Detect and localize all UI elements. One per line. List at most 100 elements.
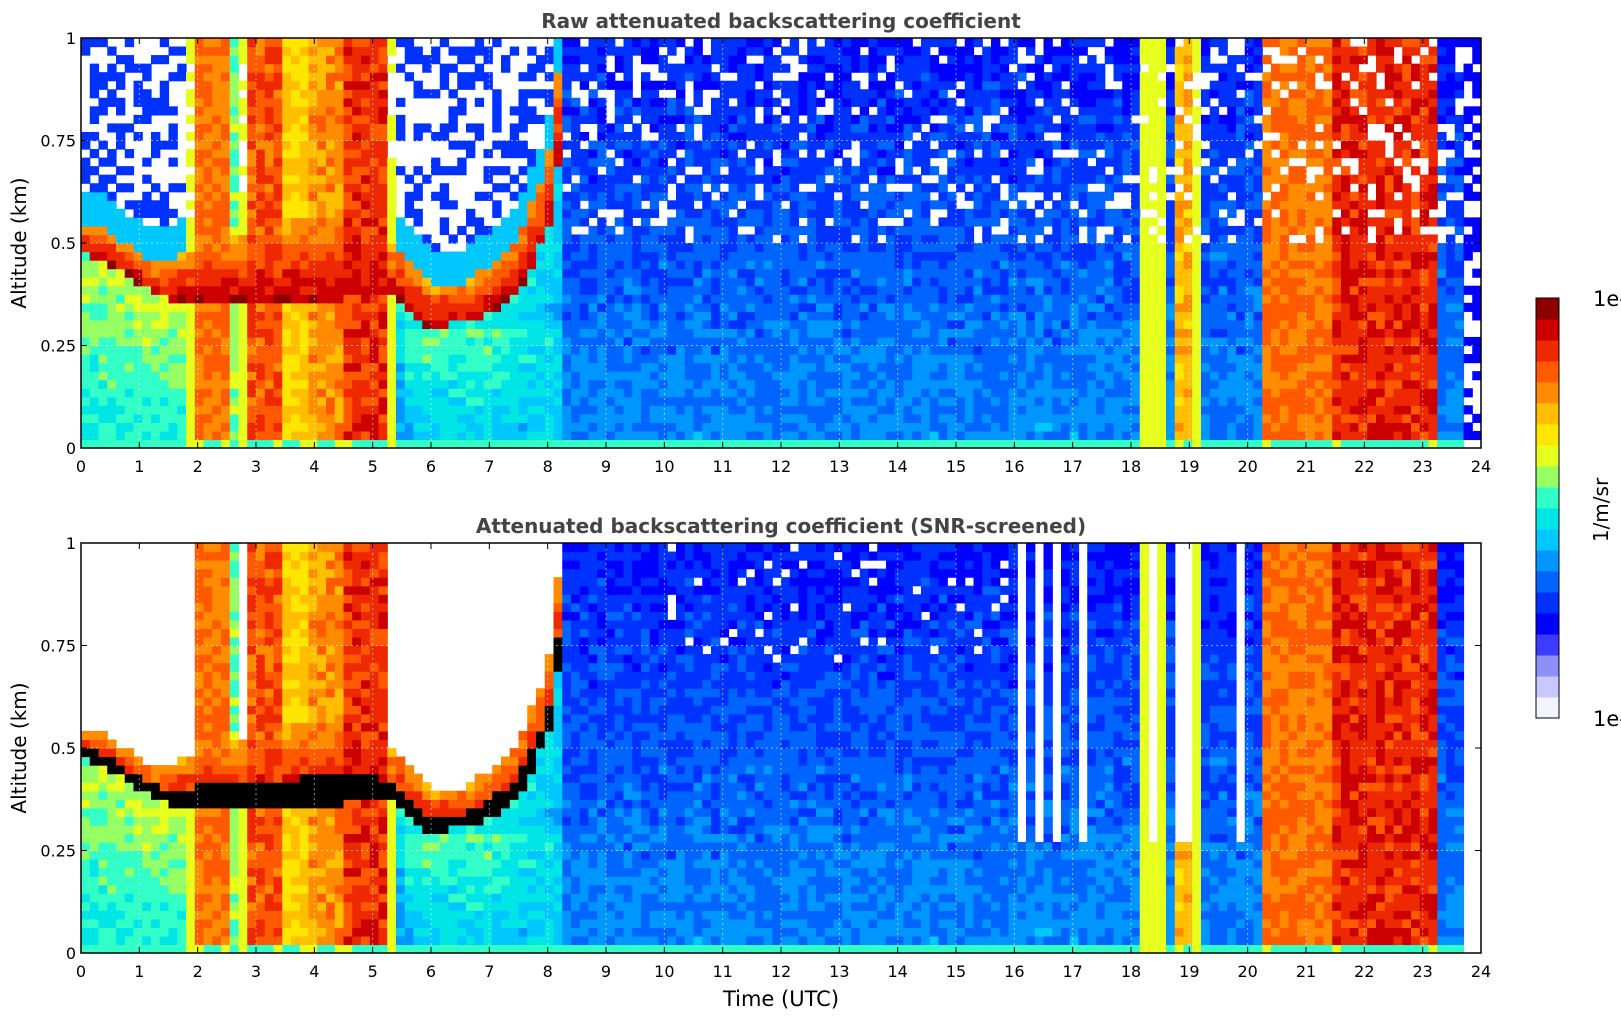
heat-cell [518,345,528,355]
heat-cell [133,371,143,381]
heat-cell [431,55,441,65]
heat-cell [553,311,563,321]
heat-cell [842,46,852,56]
heat-cell [422,294,432,304]
heat-cell [606,328,616,338]
heat-cell [238,430,248,441]
heat-cell [632,149,642,159]
heat-cell [614,166,625,176]
heat-cell [352,80,362,90]
heat-cell [168,140,178,150]
heat-cell [256,106,266,116]
heat-cell [728,311,738,321]
heat-cell [824,63,835,73]
heat-cell [317,157,327,167]
heat-cell [334,97,345,107]
heat-cell [352,63,362,73]
heat-cell [518,413,528,423]
heat-cell [1104,371,1115,381]
heat-cell [693,405,703,415]
heat-cell [956,336,966,347]
heat-cell [527,345,537,355]
heat-cell [763,131,773,142]
heat-cell [308,379,318,389]
heat-cell [431,379,441,389]
heat-cell [798,405,808,415]
heat-cell [842,72,852,82]
heat-cell [98,80,108,90]
heat-cell [763,336,773,347]
heat-cell [894,371,905,381]
heat-cell [947,114,957,125]
heat-cell [203,439,213,448]
heat-cell [929,149,940,159]
heat-cell [527,379,537,389]
heat-cell [1026,388,1036,398]
heat-cell [116,217,126,227]
heat-cell [527,191,537,201]
heat-cell [562,89,572,99]
heat-cell [334,225,345,236]
heat-cell [938,379,948,389]
heat-cell [1096,217,1106,227]
heat-cell [1017,166,1027,176]
heat-cell [868,354,878,364]
heat-cell [352,277,362,287]
heat-cell [1104,131,1115,142]
heat-cell [947,157,957,167]
heat-cell [973,157,983,167]
heat-cell [116,396,126,406]
heat-cell [816,260,826,270]
heat-cell [816,311,826,321]
heat-cell [116,422,126,432]
heat-cell [299,191,310,201]
heat-cell [194,183,205,193]
heat-cell [247,89,257,99]
heat-cell [439,217,450,227]
heat-cell [483,251,493,261]
heat-cell [991,123,1001,133]
heat-cell [361,251,371,261]
heat-cell [982,379,992,389]
heat-cell [308,260,318,270]
heat-cell [763,268,773,278]
heat-cell [238,200,248,210]
heat-cell [1078,379,1088,389]
heat-cell [229,422,240,432]
heat-cell [1017,157,1027,167]
heat-cell [842,200,852,210]
heat-cell [352,234,362,244]
heat-cell [973,89,983,99]
heat-cell [571,217,581,227]
heat-cell [781,149,791,159]
heat-cell [1087,319,1097,330]
heat-cell [1026,260,1036,270]
heat-cell [754,422,765,432]
heat-cell [221,106,231,116]
heat-cell [536,328,546,338]
heat-cell [824,388,835,398]
heat-cell [702,166,712,176]
heat-cell [1078,362,1088,372]
heat-cell [912,106,922,116]
heat-cell [562,294,572,304]
heat-cell [886,294,896,304]
heat-cell [702,396,712,406]
heat-cell [982,260,992,270]
heat-cell [711,345,721,355]
heat-cell [606,251,616,261]
heat-cell [807,396,817,406]
heat-cell [938,405,948,415]
heat-cell [168,72,178,82]
heat-cell [1052,362,1062,372]
heat-cell [299,302,310,312]
heat-cell [326,396,336,406]
heat-cell [614,396,625,406]
heat-cell [256,285,266,295]
heat-cell [894,388,905,398]
heat-cell [746,413,756,423]
heat-cell [1008,114,1018,125]
heat-cell [369,72,380,82]
heat-cell [553,157,563,167]
heat-cell [186,336,196,347]
